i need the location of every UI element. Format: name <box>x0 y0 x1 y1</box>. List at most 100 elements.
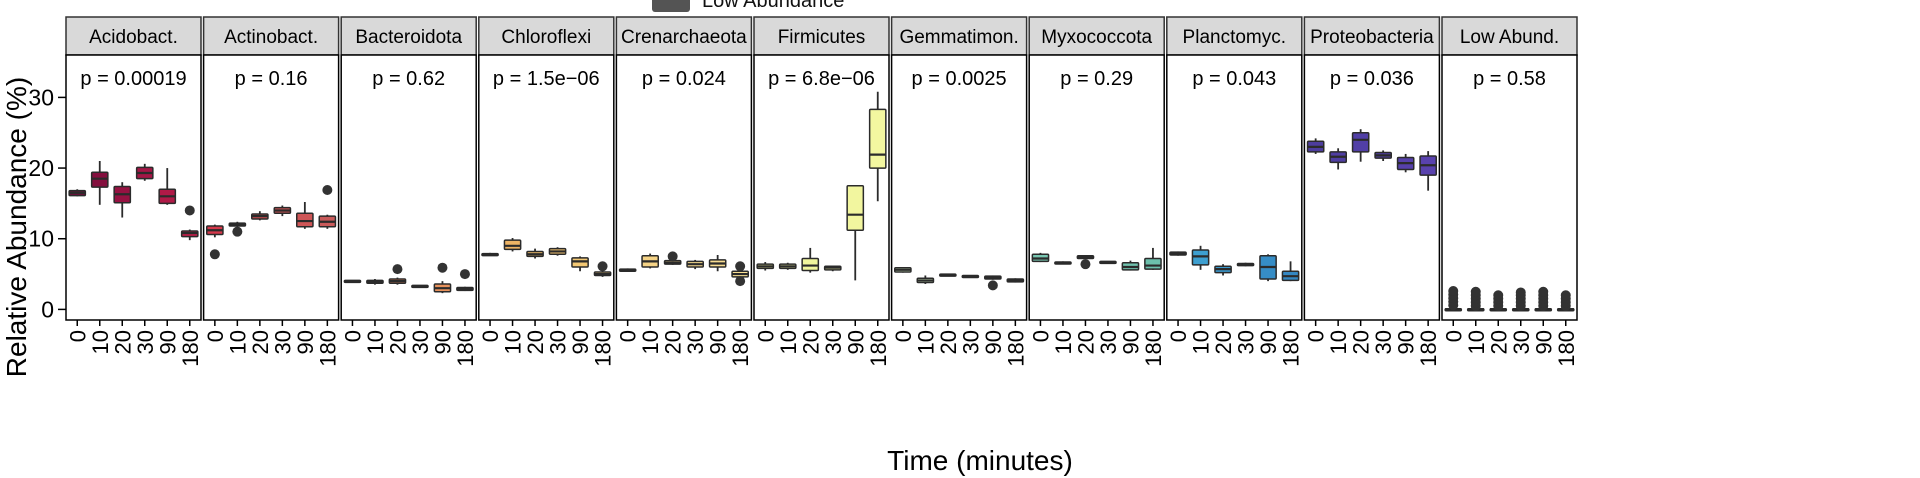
p-value-label: p = 0.58 <box>1473 68 1546 90</box>
box <box>663 251 682 265</box>
box <box>1076 254 1095 270</box>
box-outlier <box>1470 286 1481 297</box>
x-tick-label: 30 <box>1234 330 1259 354</box>
facet-strip <box>1028 16 1165 56</box>
x-tick-label: 90 <box>1531 330 1556 354</box>
box <box>158 168 177 205</box>
x-tick-label: 180 <box>315 330 340 367</box>
panel-border <box>65 54 202 321</box>
x-tick-label: 0 <box>478 330 503 342</box>
box <box>135 163 154 181</box>
x-tick-label: 180 <box>1554 330 1579 367</box>
x-tick-label: 90 <box>155 330 180 354</box>
panel-border <box>1028 54 1165 321</box>
facet-strip <box>478 16 615 56</box>
box <box>1466 286 1485 312</box>
x-tick-label: 90 <box>706 330 731 354</box>
box-outlier <box>735 276 746 287</box>
box <box>1099 260 1117 265</box>
panel-border <box>615 54 753 321</box>
box <box>1489 290 1508 312</box>
x-tick-label: 90 <box>1118 330 1143 354</box>
box <box>641 253 659 269</box>
box-outlier <box>392 264 403 275</box>
box <box>503 238 522 252</box>
x-tick-label: 30 <box>683 330 708 354</box>
y-axis: 0 10 20 30 <box>28 84 66 322</box>
x-tick-label: 180 <box>866 330 891 367</box>
box <box>846 184 865 281</box>
x-tick-label: 30 <box>958 330 983 354</box>
box <box>228 221 247 237</box>
box-outlier <box>597 261 608 272</box>
box-outlier <box>735 261 746 272</box>
facet-title: Myxococcota <box>1041 27 1152 48</box>
x-tick-label: 20 <box>936 330 961 354</box>
x-tick-label: 10 <box>1464 330 1489 354</box>
p-value-label: p = 0.62 <box>372 68 445 90</box>
facet-title: Firmicutes <box>778 27 866 48</box>
box-body <box>868 108 887 169</box>
panel-border <box>340 54 477 321</box>
box <box>366 279 384 285</box>
facet-strip <box>65 16 202 56</box>
y-tick-label: 10 <box>28 226 54 252</box>
box <box>1236 262 1255 267</box>
box <box>68 189 87 197</box>
x-tick-label: 180 <box>591 330 616 367</box>
x-tick-label: 90 <box>1256 330 1281 354</box>
facet-title: Crenarchaeota <box>621 27 747 48</box>
box <box>273 205 292 217</box>
facet-title: Actinobact. <box>224 27 318 48</box>
y-tick-label: 20 <box>28 155 54 181</box>
x-tick-label: 20 <box>110 330 135 354</box>
x-tick-label: 10 <box>1051 330 1076 354</box>
box <box>961 274 980 279</box>
p-value-label: p = 0.043 <box>1192 68 1276 90</box>
y-tick-label: 30 <box>28 84 54 110</box>
x-tick-label: 10 <box>1326 330 1351 354</box>
x-tick-label: 90 <box>568 330 593 354</box>
x-tick-label: 0 <box>340 330 365 342</box>
x-tick-label: 20 <box>248 330 273 354</box>
x-tick-label: 20 <box>523 330 548 354</box>
box <box>318 184 337 229</box>
x-tick-label: 180 <box>1003 330 1028 367</box>
x-tick-label: 30 <box>546 330 571 354</box>
box <box>1419 151 1438 191</box>
x-tick-label: 180 <box>728 330 753 367</box>
box <box>1444 286 1463 312</box>
x-tick-label: 30 <box>1096 330 1121 354</box>
x-tick-label: 20 <box>1211 330 1236 354</box>
box-outlier <box>437 262 448 273</box>
box <box>113 182 132 218</box>
box <box>1511 287 1530 312</box>
box <box>686 259 704 270</box>
x-tick-label: 180 <box>1141 330 1166 367</box>
box-outlier <box>1080 259 1091 270</box>
box <box>756 262 775 271</box>
facet-strip <box>1441 16 1578 56</box>
x-tick-label: 10 <box>913 330 938 354</box>
facet-strip <box>753 16 890 56</box>
box-outlier <box>459 269 470 280</box>
x-tick-label: 20 <box>385 330 410 354</box>
box <box>548 247 567 256</box>
box <box>801 247 820 273</box>
x-tick-label: 10 <box>501 330 526 354</box>
panel-border <box>890 54 1028 321</box>
panel-border <box>1441 54 1578 321</box>
box <box>1054 261 1072 265</box>
box <box>1144 247 1162 270</box>
box <box>180 205 199 241</box>
x-tick-label: 90 <box>843 330 868 354</box>
p-value-label: p = 0.29 <box>1060 68 1133 90</box>
box-outlier <box>1448 286 1459 297</box>
